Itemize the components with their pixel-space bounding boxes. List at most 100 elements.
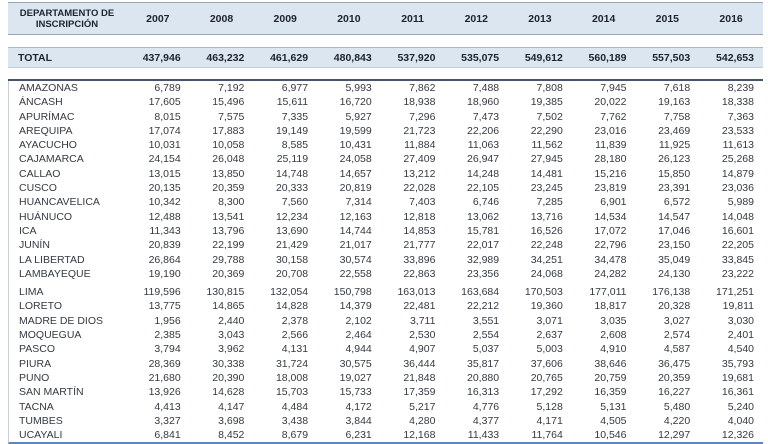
spacer-row-rule [8, 68, 763, 81]
total-value-cell: 537,920 [380, 47, 445, 68]
value-cell: 23,245 [530, 182, 563, 195]
value-cell: 7,945 [600, 82, 627, 94]
total-value-cell: 437,946 [126, 47, 190, 68]
value-cell: 20,819 [339, 182, 372, 195]
group-spacer-row [8, 281, 763, 286]
table-row: LORETO 13,775 14,865 14,828 14,379 22,481 22,2… [8, 299, 763, 314]
value-cell: 23,016 [594, 124, 627, 137]
value-cell: 4,540 [727, 343, 754, 356]
value-cell: 15,611 [276, 96, 309, 109]
department-name: LA LIBERTAD [8, 252, 126, 267]
total-value-cell: 535,075 [444, 47, 509, 68]
department-name: MOQUEGUA [8, 328, 126, 343]
table-row: PIURA 28,369 30,338 31,724 30,575 36,444 35,81… [8, 356, 763, 371]
value-cell: 13,796 [212, 224, 245, 237]
value-cell: 13,850 [212, 167, 245, 180]
value-cell: 22,017 [467, 239, 500, 252]
value-cell: 25,268 [721, 153, 754, 166]
value-cell: 2,574 [663, 329, 691, 342]
value-cell: 22,558 [339, 267, 372, 280]
value-cell: 13,926 [148, 386, 181, 399]
department-name: HUANCAVELICA [8, 195, 126, 210]
table-row: PASCO 3,794 3,962 4,131 4,944 4,907 5,037 5,003… [8, 342, 763, 357]
value-cell: 14,547 [658, 210, 691, 223]
value-cell: 171,251 [716, 286, 754, 299]
value-cell: 7,808 [536, 82, 563, 94]
value-cell: 17,046 [658, 224, 691, 237]
value-cell: 7,862 [409, 82, 436, 94]
department-name: UCAYALI [8, 428, 126, 444]
total-row: TOTAL 437,946 463,232 461,629 480,843 537,92… [8, 47, 763, 68]
value-cell: 7,473 [472, 110, 500, 123]
table-row: ICA 11,343 13,796 13,690 14,744 14,853 15,781 1… [8, 223, 763, 239]
value-cell: 3,962 [218, 343, 245, 356]
value-cell: 22,199 [212, 239, 245, 252]
value-cell: 30,574 [339, 253, 372, 266]
value-cell: 24,130 [658, 267, 691, 280]
value-cell: 34,251 [530, 253, 563, 266]
value-cell: 14,744 [339, 224, 372, 237]
department-name: AYACUCHO [8, 138, 126, 153]
value-cell: 23,391 [658, 182, 691, 195]
value-cell: 2,464 [345, 329, 372, 342]
value-cell: 11,613 [722, 139, 754, 152]
value-cell: 6,789 [154, 82, 181, 94]
value-cell: 21,777 [403, 239, 436, 252]
value-cell: 35,793 [721, 357, 754, 370]
value-cell: 5,993 [345, 82, 372, 94]
department-name: CAJAMARCA [8, 152, 126, 167]
year-column-header: 2008 [189, 2, 254, 35]
value-cell: 13,212 [403, 167, 436, 180]
value-cell: 7,403 [409, 196, 436, 209]
value-cell: 31,724 [275, 357, 309, 370]
value-cell: 3,711 [409, 314, 436, 327]
value-cell: 2,530 [409, 329, 436, 342]
value-cell: 23,036 [721, 182, 754, 195]
department-name: TUMBES [8, 413, 126, 429]
value-cell: 6,231 [317, 428, 381, 444]
year-column-header: 2016 [699, 2, 763, 35]
value-cell: 29,788 [212, 253, 245, 266]
value-cell: 15,781 [467, 224, 500, 237]
value-cell: 17,359 [403, 386, 436, 399]
value-cell: 20,333 [275, 182, 309, 195]
value-cell: 2,401 [727, 329, 754, 342]
value-cell: 33,896 [403, 253, 436, 266]
value-cell: 17,292 [530, 386, 563, 399]
value-cell: 22,206 [467, 124, 500, 137]
value-cell: 4,172 [345, 400, 372, 413]
value-cell: 4,220 [663, 414, 691, 427]
value-cell: 20,359 [212, 182, 245, 195]
value-cell: 12,818 [403, 210, 436, 223]
department-name: MADRE DE DIOS [8, 313, 126, 329]
value-cell: 20,328 [658, 300, 691, 313]
year-column-header: 2013 [508, 2, 572, 35]
value-cell: 11,063 [467, 139, 500, 152]
value-cell: 7,363 [727, 110, 754, 123]
department-name: LORETO [8, 299, 126, 314]
value-cell: 20,369 [212, 267, 245, 280]
value-cell: 20,708 [275, 267, 309, 280]
value-cell: 11,839 [595, 139, 627, 152]
value-cell: 15,850 [658, 167, 691, 180]
value-cell: 8,300 [218, 196, 245, 209]
value-cell: 8,585 [281, 139, 309, 152]
value-cell: 19,681 [721, 371, 754, 384]
value-cell: 20,022 [594, 96, 627, 109]
value-cell: 4,776 [472, 400, 500, 413]
value-cell: 22,205 [721, 239, 754, 252]
value-cell: 4,907 [409, 343, 436, 356]
value-cell: 2,566 [281, 329, 309, 342]
value-cell: 19,811 [722, 300, 754, 313]
value-cell: 4,131 [281, 343, 309, 356]
value-cell: 4,171 [536, 414, 563, 427]
value-cell: 12,297 [635, 428, 700, 444]
value-cell: 7,285 [536, 196, 563, 209]
value-cell: 22,105 [467, 182, 500, 195]
value-cell: 23,356 [467, 267, 500, 280]
value-cell: 16,720 [339, 96, 372, 109]
table-row: ÁNCASH 17,605 15,496 15,611 16,720 18,938 18,9… [8, 95, 763, 110]
value-cell: 33,845 [721, 253, 754, 266]
value-cell: 21,848 [403, 371, 436, 384]
value-cell: 14,628 [212, 386, 245, 399]
